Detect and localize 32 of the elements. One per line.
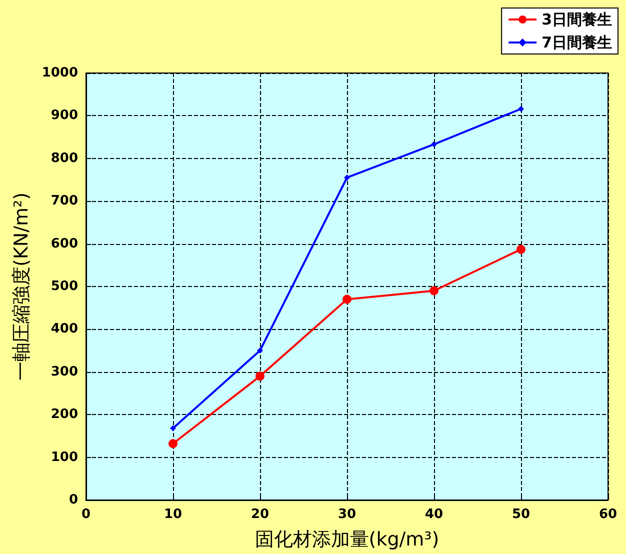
x-tick-label: 20 <box>250 507 270 522</box>
y-tick-label: 300 <box>50 364 78 380</box>
x-tick-label: 50 <box>512 507 530 522</box>
x-tick-label: 30 <box>338 507 356 522</box>
y-tick-label: 100 <box>50 450 78 465</box>
y-tick-label: 0 <box>68 492 78 508</box>
point <box>342 294 352 304</box>
x-tick-label: 60 <box>598 507 618 522</box>
point <box>256 372 264 381</box>
x-tick-label: 10 <box>164 507 182 522</box>
y-axis-title: 一軸圧縮強度(KN/m²) <box>10 192 32 381</box>
x-tick-label: 40 <box>424 507 444 522</box>
y-tick-label: 700 <box>50 194 78 209</box>
point <box>170 425 176 432</box>
y-tick-label: 1000 <box>42 66 78 80</box>
point <box>518 106 524 112</box>
x-axis-title: 固化材添加量(kg/m³) <box>254 528 440 550</box>
point <box>344 174 350 181</box>
point <box>431 141 437 148</box>
y-tick-label: 800 <box>50 150 78 166</box>
y-tick-label: 500 <box>50 279 78 294</box>
legend-label: 7日間養生 <box>542 34 612 52</box>
point <box>430 286 438 296</box>
y-tick-label: 400 <box>50 322 78 337</box>
legend-label: 3日間養生 <box>542 10 612 28</box>
x-tick-label: 0 <box>81 507 91 522</box>
y-tick-label: 200 <box>50 407 78 422</box>
y-tick-label: 600 <box>50 236 78 252</box>
point <box>168 439 178 448</box>
point <box>257 348 263 354</box>
point <box>516 244 526 254</box>
y-tick-label: 900 <box>50 108 78 124</box>
